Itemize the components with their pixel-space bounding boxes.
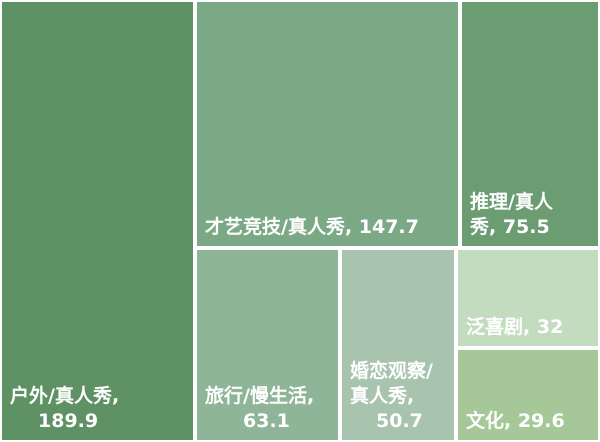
treemap-cell-label-line: 50.7 — [376, 410, 423, 432]
treemap-cell-label-line: 63.1 — [243, 410, 290, 432]
treemap-cell-label-line: 文化, 29.6 — [466, 410, 565, 432]
treemap-cell-label: 推理/真人秀, 75.5 — [470, 190, 594, 240]
treemap-cell: 文化, 29.6 — [456, 348, 600, 442]
treemap-cell-label: 文化, 29.6 — [466, 409, 594, 434]
treemap-cell-label-line: 189.9 — [38, 410, 99, 432]
treemap-cell-label: 泛喜剧, 32 — [466, 315, 594, 340]
treemap-cell-label-line: 推理/真人 — [470, 191, 553, 213]
treemap-cell-label-line: 真人秀, — [350, 385, 415, 407]
treemap-cell: 旅行/慢生活, 63.1 — [195, 248, 340, 442]
treemap-cell-label-line: 婚恋观察/ — [350, 360, 433, 382]
treemap-cell: 户外/真人秀, 189.9 — [0, 0, 195, 442]
treemap-cell-label-line: 旅行/慢生活, — [205, 385, 315, 407]
treemap-cell-label: 户外/真人秀, 189.9 — [10, 384, 189, 434]
treemap-cell-label-line: 户外/真人秀, — [10, 385, 120, 407]
treemap-cell-label: 旅行/慢生活, 63.1 — [205, 384, 334, 434]
treemap-cell: 推理/真人秀, 75.5 — [460, 0, 600, 248]
treemap-cell-label-line: 才艺竞技/真人秀, 147.7 — [205, 216, 419, 238]
treemap-cell-label-line: 泛喜剧, 32 — [466, 316, 564, 338]
treemap-cell: 才艺竞技/真人秀, 147.7 — [195, 0, 460, 248]
treemap-cell: 泛喜剧, 32 — [456, 248, 600, 348]
treemap-cell-label: 才艺竞技/真人秀, 147.7 — [205, 215, 454, 240]
treemap-cell-label: 婚恋观察/真人秀, 50.7 — [350, 359, 450, 434]
treemap-cell-label-line: 秀, 75.5 — [470, 216, 550, 238]
treemap-cell: 婚恋观察/真人秀, 50.7 — [340, 248, 456, 442]
